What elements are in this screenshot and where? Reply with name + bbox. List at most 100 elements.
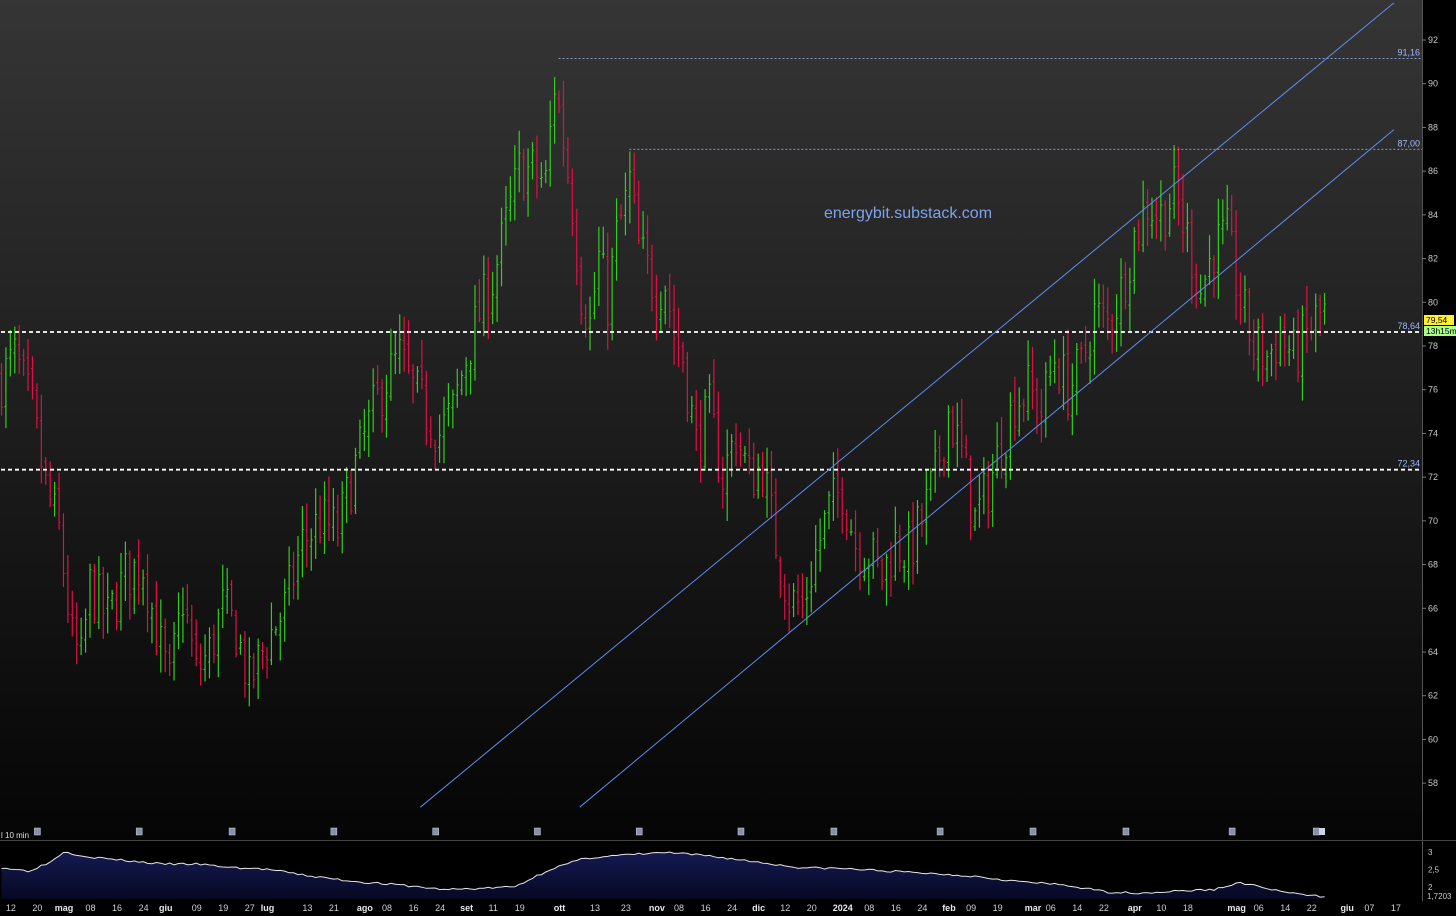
trendline-upper[interactable]: [420, 2, 1395, 808]
price-bar: [327, 476, 331, 542]
y-tick-label-66: 66: [1428, 603, 1438, 613]
price-bar: [35, 383, 39, 429]
price-bar: [1137, 219, 1141, 252]
x-tick-label-apr: apr: [1128, 903, 1143, 913]
x-tick-label-11: 11: [489, 903, 498, 913]
x-tick-label-06: 06: [1254, 903, 1264, 913]
price-bar: [831, 452, 835, 521]
price-bar: [1132, 227, 1136, 294]
price-bar: [61, 513, 65, 588]
price-bar: [699, 400, 703, 483]
price-bar: [854, 510, 858, 572]
price-bar: [261, 642, 265, 670]
price-bar: [1283, 313, 1287, 367]
price-bar: [712, 359, 716, 418]
x-tick-label-08: 08: [674, 903, 684, 913]
x-tick-label-06: 06: [1046, 903, 1056, 913]
price-bar: [871, 531, 875, 579]
x-tick-label-dic: dic: [752, 903, 765, 913]
current-price-label: 79,54: [1426, 315, 1448, 325]
price-bar: [1221, 199, 1225, 245]
price-bar: [163, 618, 167, 673]
price-bar: [1181, 174, 1185, 253]
price-bar: [278, 612, 282, 661]
x-axis: 12 20 mag 08 16 24 giu 09 19 27 lug 13 21 ago 08 16 24 se…: [6, 903, 1401, 913]
x-tick-label-22: 22: [1307, 903, 1317, 913]
price-bar: [296, 536, 300, 600]
price-bar: [690, 395, 694, 424]
price-bar: [486, 257, 490, 340]
price-bar: [8, 329, 12, 377]
info-icon: [1319, 828, 1325, 835]
price-bar: [553, 77, 557, 144]
event-markers: [34, 827, 1325, 836]
price-bar: [305, 503, 309, 568]
price-bar: [694, 389, 698, 452]
price-bar: [274, 626, 278, 636]
price-bar: [1199, 274, 1203, 304]
price-bar: [247, 637, 251, 707]
price-bar: [1026, 340, 1030, 421]
x-tick-label-18: 18: [1183, 903, 1193, 913]
price-bar: [1150, 197, 1154, 239]
price-bar: [982, 457, 986, 515]
price-bar: [110, 589, 114, 610]
x-tick-label-ago: ago: [357, 903, 374, 913]
price-bar: [977, 474, 981, 528]
price-bar: [168, 643, 172, 677]
x-tick-label-16: 16: [701, 903, 711, 913]
price-bar: [738, 432, 742, 467]
price-bar: [862, 557, 866, 582]
price-bar: [800, 573, 804, 619]
trend-channel[interactable]: [420, 2, 1395, 808]
price-bar: [97, 556, 101, 630]
price-bar: [1066, 329, 1070, 421]
price-bar: [287, 546, 291, 606]
price-bar: [606, 232, 610, 350]
trendline-lower[interactable]: [579, 129, 1395, 808]
y-tick-label-84: 84: [1428, 210, 1438, 220]
price-bar: [915, 500, 919, 574]
x-tick-label-19: 19: [993, 903, 1003, 913]
price-bar: [1247, 288, 1251, 356]
price-bar: [238, 634, 242, 655]
price-bar: [929, 468, 933, 501]
price-bar: [1256, 318, 1260, 382]
level-label-72,34: 72,34: [1397, 459, 1420, 469]
event-marker-icon: [534, 827, 541, 836]
event-marker-icon: [635, 827, 643, 836]
price-bar: [172, 621, 176, 681]
price-bar: [1039, 389, 1043, 443]
price-bar: [1314, 293, 1318, 353]
price-bar: [389, 328, 393, 401]
price-bar: [756, 453, 760, 499]
price-bar: [1092, 278, 1096, 375]
price-bar: [1190, 209, 1194, 304]
price-bar: [778, 556, 782, 599]
price-bar: [44, 456, 48, 485]
price-bar: [1185, 202, 1189, 253]
price-bar: [1031, 346, 1035, 410]
event-marker-icon: [34, 827, 41, 836]
price-bar: [526, 148, 530, 217]
price-bar: [1044, 362, 1048, 438]
price-bar: [654, 274, 658, 341]
x-tick-label-giu: giu: [1340, 903, 1354, 913]
horizontal-levels[interactable]: 91,16 87,00 78,64 72,34: [1, 47, 1422, 471]
price-bar: [1225, 184, 1229, 231]
indicator-tick-2: 2: [1428, 883, 1433, 892]
countdown-marker: [1424, 326, 1456, 336]
price-bar: [115, 581, 119, 631]
price-bar: [500, 207, 504, 287]
price-bar: [615, 198, 619, 281]
price-bar: [1079, 341, 1083, 364]
price-bar: [362, 408, 366, 451]
price-bar: [451, 389, 455, 429]
price-bar: [309, 528, 313, 571]
price-bar: [1022, 398, 1026, 423]
price-bar: [942, 456, 946, 477]
price-bar: [902, 559, 906, 583]
y-tick-label-60: 60: [1428, 734, 1438, 744]
price-bar: [1203, 274, 1207, 307]
